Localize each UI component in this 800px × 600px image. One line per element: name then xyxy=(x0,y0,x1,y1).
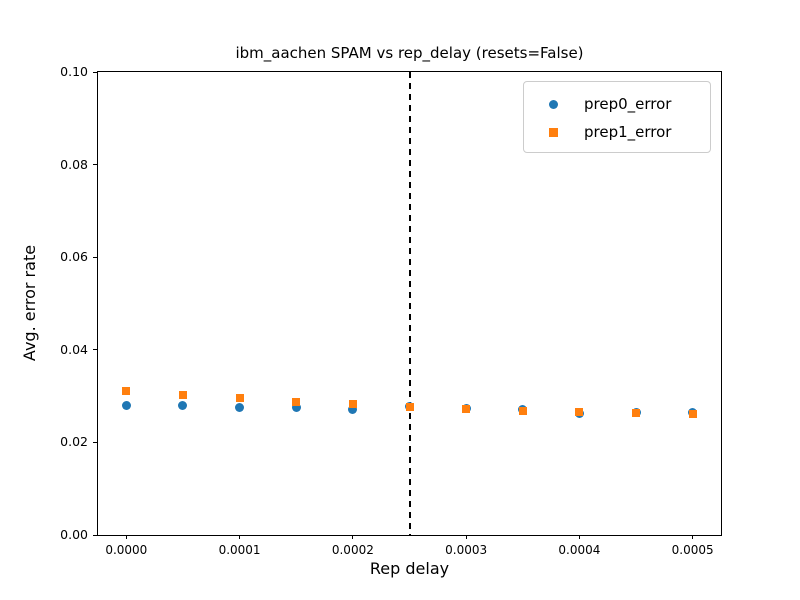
x-tick-label: 0.0004 xyxy=(558,543,601,557)
scatter-point-prep1_error xyxy=(348,400,357,409)
y-tick-mark xyxy=(93,534,97,536)
scatter-point-prep1_error xyxy=(518,406,527,415)
y-tick-mark xyxy=(93,349,97,351)
x-tick-label: 0.0000 xyxy=(105,543,148,557)
legend-label: prep0_error xyxy=(584,95,672,113)
x-tick-mark xyxy=(239,535,241,539)
scatter-point-prep1_error xyxy=(462,404,471,413)
x-tick-mark xyxy=(692,535,694,539)
x-tick-mark xyxy=(465,535,467,539)
chart-title: ibm_aachen SPAM vs rep_delay (resets=Fal… xyxy=(235,44,584,62)
legend-square-marker-icon xyxy=(538,127,568,137)
legend: prep0_error prep1_error xyxy=(523,81,711,153)
scatter-point-prep1_error xyxy=(632,409,641,418)
y-tick-mark xyxy=(93,256,97,258)
scatter-point-prep1_error xyxy=(235,393,244,402)
scatter-point-prep0_error xyxy=(235,403,245,413)
x-axis-label: Rep delay xyxy=(369,559,450,578)
y-tick-label: 0.04 xyxy=(60,341,88,357)
x-tick-mark xyxy=(352,535,354,539)
scatter-point-prep1_error xyxy=(688,410,697,419)
y-axis-label: Avg. error rate xyxy=(20,244,39,362)
legend-label: prep1_error xyxy=(584,123,672,141)
x-tick-label: 0.0001 xyxy=(218,543,261,557)
scatter-point-prep0_error xyxy=(291,402,301,412)
scatter-point-prep0_error xyxy=(178,400,188,410)
x-tick-mark xyxy=(578,535,580,539)
x-tick-label: 0.0005 xyxy=(671,543,714,557)
y-tick-label: 0.00 xyxy=(60,527,88,542)
scatter-point-prep1_error xyxy=(292,398,301,407)
scatter-point-prep0_error xyxy=(348,404,358,414)
x-tick-label: 0.0002 xyxy=(331,543,374,557)
scatter-point-prep0_error xyxy=(121,400,131,410)
y-tick-label: 0.08 xyxy=(60,156,88,172)
x-tick-label: 0.0003 xyxy=(445,543,488,557)
plot-area: prep0_error prep1_error 0.0000 0.0001 0.00… xyxy=(60,64,722,557)
legend-circle-marker-icon xyxy=(538,99,568,109)
legend-item-prep0: prep0_error xyxy=(524,90,710,118)
circle-marker-icon xyxy=(548,99,558,109)
scatter-point-prep1_error xyxy=(575,408,584,417)
y-tick-mark xyxy=(93,164,97,166)
y-tick-mark xyxy=(93,441,97,443)
legend-item-prep1: prep1_error xyxy=(524,118,710,146)
vertical-dashed-line xyxy=(408,72,411,535)
y-tick-mark xyxy=(93,71,97,73)
y-tick-label: 0.06 xyxy=(60,249,88,265)
square-marker-icon xyxy=(548,127,558,137)
y-tick-label: 0.10 xyxy=(60,64,88,79)
x-tick-mark xyxy=(125,535,127,539)
scatter-point-prep1_error xyxy=(122,387,131,395)
scatter-point-prep1_error xyxy=(405,402,414,411)
scatter-point-prep1_error xyxy=(178,390,187,399)
y-tick-label: 0.02 xyxy=(60,434,88,450)
